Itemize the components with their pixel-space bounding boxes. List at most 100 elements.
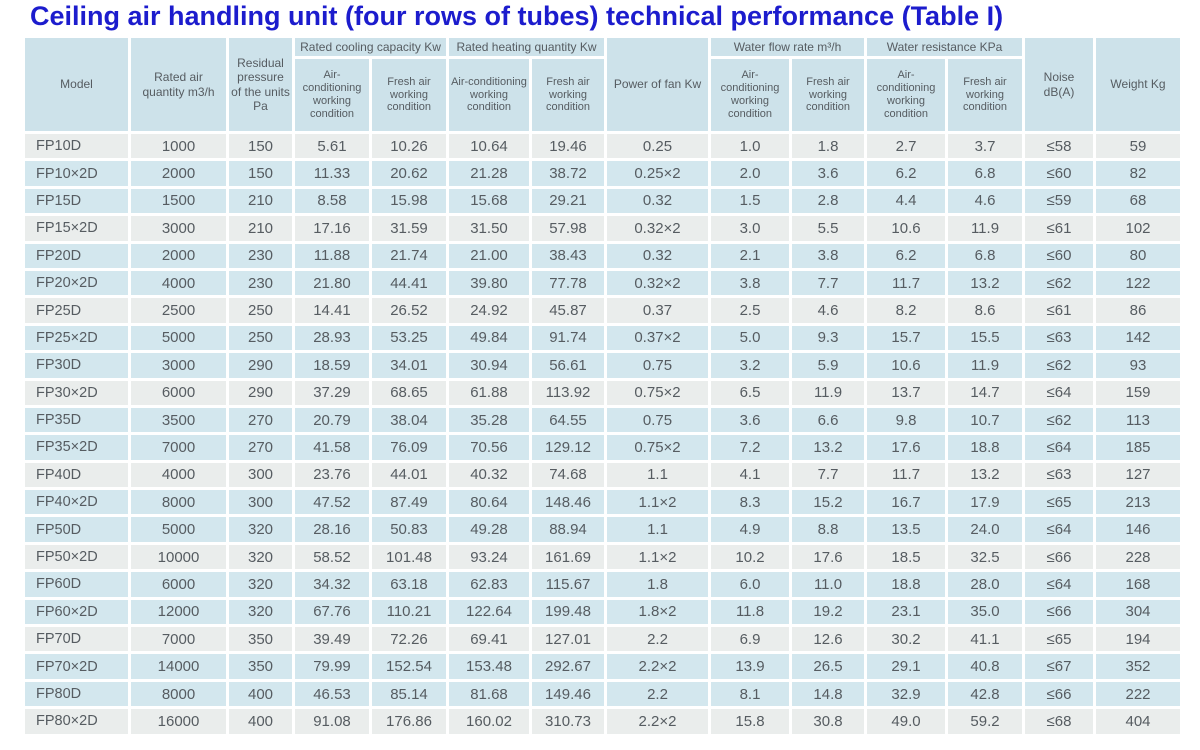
cell-power-of-fan: 0.37×2 (607, 325, 708, 351)
cell-model: FP20D (25, 243, 128, 268)
cell-heating-fresh-air: 77.78 (532, 270, 604, 296)
cell-heating-fresh-air: 129.12 (532, 435, 604, 460)
table-row: FP20D 2000 230 11.88 21.74 21.00 38.43 0.32 2.1 3… (25, 243, 1180, 268)
cell-water-flow-aircon: 2.1 (711, 243, 789, 268)
table-row: FP10D 1000 150 5.61 10.26 10.64 19.46 0.25 1.0 1.… (25, 134, 1180, 159)
cell-weight: 142 (1096, 325, 1180, 351)
cell-water-resistance-aircon: 10.6 (867, 353, 945, 378)
cell-water-resistance-fresh-air: 3.7 (948, 134, 1022, 159)
cell-power-of-fan: 0.25×2 (607, 161, 708, 186)
cell-heating-fresh-air: 74.68 (532, 462, 604, 488)
cell-rated-air-quantity: 1000 (131, 134, 226, 159)
cell-water-flow-aircon: 2.0 (711, 161, 789, 186)
table-row: FP35D 3500 270 20.79 38.04 35.28 64.55 0.75 3.6 6… (25, 407, 1180, 433)
table-row: FP80×2D 16000 400 91.08 176.86 160.02 310.73 2.… (25, 709, 1180, 734)
cell-model: FP20×2D (25, 270, 128, 296)
cell-cooling-aircon: 11.88 (295, 243, 369, 268)
cell-weight: 168 (1096, 572, 1180, 597)
cell-cooling-aircon: 28.16 (295, 517, 369, 542)
cell-water-resistance-aircon: 18.5 (867, 544, 945, 570)
col-subheader-water-flow-fresh-air: Fresh air working condition (792, 59, 864, 131)
cell-heating-fresh-air: 38.43 (532, 243, 604, 268)
cell-rated-air-quantity: 7000 (131, 435, 226, 460)
cell-rated-air-quantity: 6000 (131, 380, 226, 405)
table-header: Model Rated air quantity m3/h Residual p… (25, 38, 1180, 131)
cell-cooling-aircon: 79.99 (295, 654, 369, 679)
cell-water-flow-fresh-air: 30.8 (792, 709, 864, 734)
cell-residual-pressure: 290 (229, 353, 292, 378)
table-row: FP15×2D 3000 210 17.16 31.59 31.50 57.98 0.32×2… (25, 216, 1180, 241)
cell-residual-pressure: 400 (229, 709, 292, 734)
cell-power-of-fan: 0.32 (607, 243, 708, 268)
cell-weight: 304 (1096, 599, 1180, 625)
cell-power-of-fan: 0.25 (607, 134, 708, 159)
col-header-rated-air-quantity: Rated air quantity m3/h (131, 38, 226, 131)
cell-noise: ≤64 (1025, 380, 1093, 405)
cell-rated-air-quantity: 8000 (131, 681, 226, 707)
cell-heating-aircon: 122.64 (449, 599, 529, 625)
cell-heating-fresh-air: 57.98 (532, 216, 604, 241)
cell-water-resistance-aircon: 30.2 (867, 627, 945, 652)
cell-water-flow-fresh-air: 15.2 (792, 490, 864, 515)
cell-water-resistance-fresh-air: 24.0 (948, 517, 1022, 542)
cell-noise: ≤64 (1025, 517, 1093, 542)
cell-cooling-aircon: 20.79 (295, 407, 369, 433)
cell-power-of-fan: 0.75×2 (607, 380, 708, 405)
table-row: FP60×2D 12000 320 67.76 110.21 122.64 199.48 1.… (25, 599, 1180, 625)
cell-residual-pressure: 350 (229, 627, 292, 652)
cell-water-flow-fresh-air: 5.9 (792, 353, 864, 378)
cell-water-resistance-aircon: 9.8 (867, 407, 945, 433)
cell-model: FP10×2D (25, 161, 128, 186)
cell-weight: 146 (1096, 517, 1180, 542)
col-subheader-cooling-fresh-air: Fresh air working condition (372, 59, 446, 131)
table-row: FP60D 6000 320 34.32 63.18 62.83 115.67 1.8 6.0 1… (25, 572, 1180, 597)
col-group-rated-cooling-capacity: Rated cooling capacity Kw (295, 38, 446, 56)
cell-model: FP15×2D (25, 216, 128, 241)
cell-residual-pressure: 270 (229, 435, 292, 460)
cell-model: FP10D (25, 134, 128, 159)
cell-cooling-fresh-air: 68.65 (372, 380, 446, 405)
cell-heating-fresh-air: 149.46 (532, 681, 604, 707)
cell-power-of-fan: 0.37 (607, 298, 708, 323)
cell-cooling-aircon: 11.33 (295, 161, 369, 186)
cell-cooling-aircon: 41.58 (295, 435, 369, 460)
cell-water-resistance-aircon: 6.2 (867, 161, 945, 186)
cell-water-flow-aircon: 4.1 (711, 462, 789, 488)
col-header-noise: Noise dB(A) (1025, 38, 1093, 131)
cell-cooling-aircon: 8.58 (295, 188, 369, 214)
cell-cooling-aircon: 46.53 (295, 681, 369, 707)
cell-water-resistance-aircon: 11.7 (867, 270, 945, 296)
col-subheader-cooling-aircon: Air-conditioning working condition (295, 59, 369, 131)
col-header-residual-pressure: Residual pressure of the units Pa (229, 38, 292, 131)
cell-heating-aircon: 35.28 (449, 407, 529, 433)
cell-model: FP15D (25, 188, 128, 214)
cell-model: FP70×2D (25, 654, 128, 679)
cell-noise: ≤62 (1025, 270, 1093, 296)
cell-water-resistance-fresh-air: 41.1 (948, 627, 1022, 652)
cell-heating-fresh-air: 19.46 (532, 134, 604, 159)
cell-residual-pressure: 400 (229, 681, 292, 707)
cell-water-flow-aircon: 13.9 (711, 654, 789, 679)
cell-weight: 59 (1096, 134, 1180, 159)
cell-cooling-aircon: 23.76 (295, 462, 369, 488)
cell-cooling-fresh-air: 10.26 (372, 134, 446, 159)
cell-weight: 213 (1096, 490, 1180, 515)
cell-noise: ≤60 (1025, 243, 1093, 268)
cell-heating-fresh-air: 161.69 (532, 544, 604, 570)
cell-residual-pressure: 350 (229, 654, 292, 679)
cell-noise: ≤58 (1025, 134, 1093, 159)
cell-noise: ≤66 (1025, 544, 1093, 570)
cell-water-resistance-aircon: 32.9 (867, 681, 945, 707)
cell-water-flow-aircon: 5.0 (711, 325, 789, 351)
col-group-water-flow-rate: Water flow rate m³/h (711, 38, 864, 56)
cell-power-of-fan: 1.1×2 (607, 544, 708, 570)
cell-power-of-fan: 1.1×2 (607, 490, 708, 515)
cell-power-of-fan: 2.2×2 (607, 709, 708, 734)
cell-power-of-fan: 0.32×2 (607, 270, 708, 296)
cell-water-flow-fresh-air: 9.3 (792, 325, 864, 351)
cell-cooling-aircon: 58.52 (295, 544, 369, 570)
cell-cooling-aircon: 28.93 (295, 325, 369, 351)
cell-heating-fresh-air: 199.48 (532, 599, 604, 625)
cell-residual-pressure: 150 (229, 161, 292, 186)
col-subheader-water-flow-aircon: Air-conditioning working condition (711, 59, 789, 131)
